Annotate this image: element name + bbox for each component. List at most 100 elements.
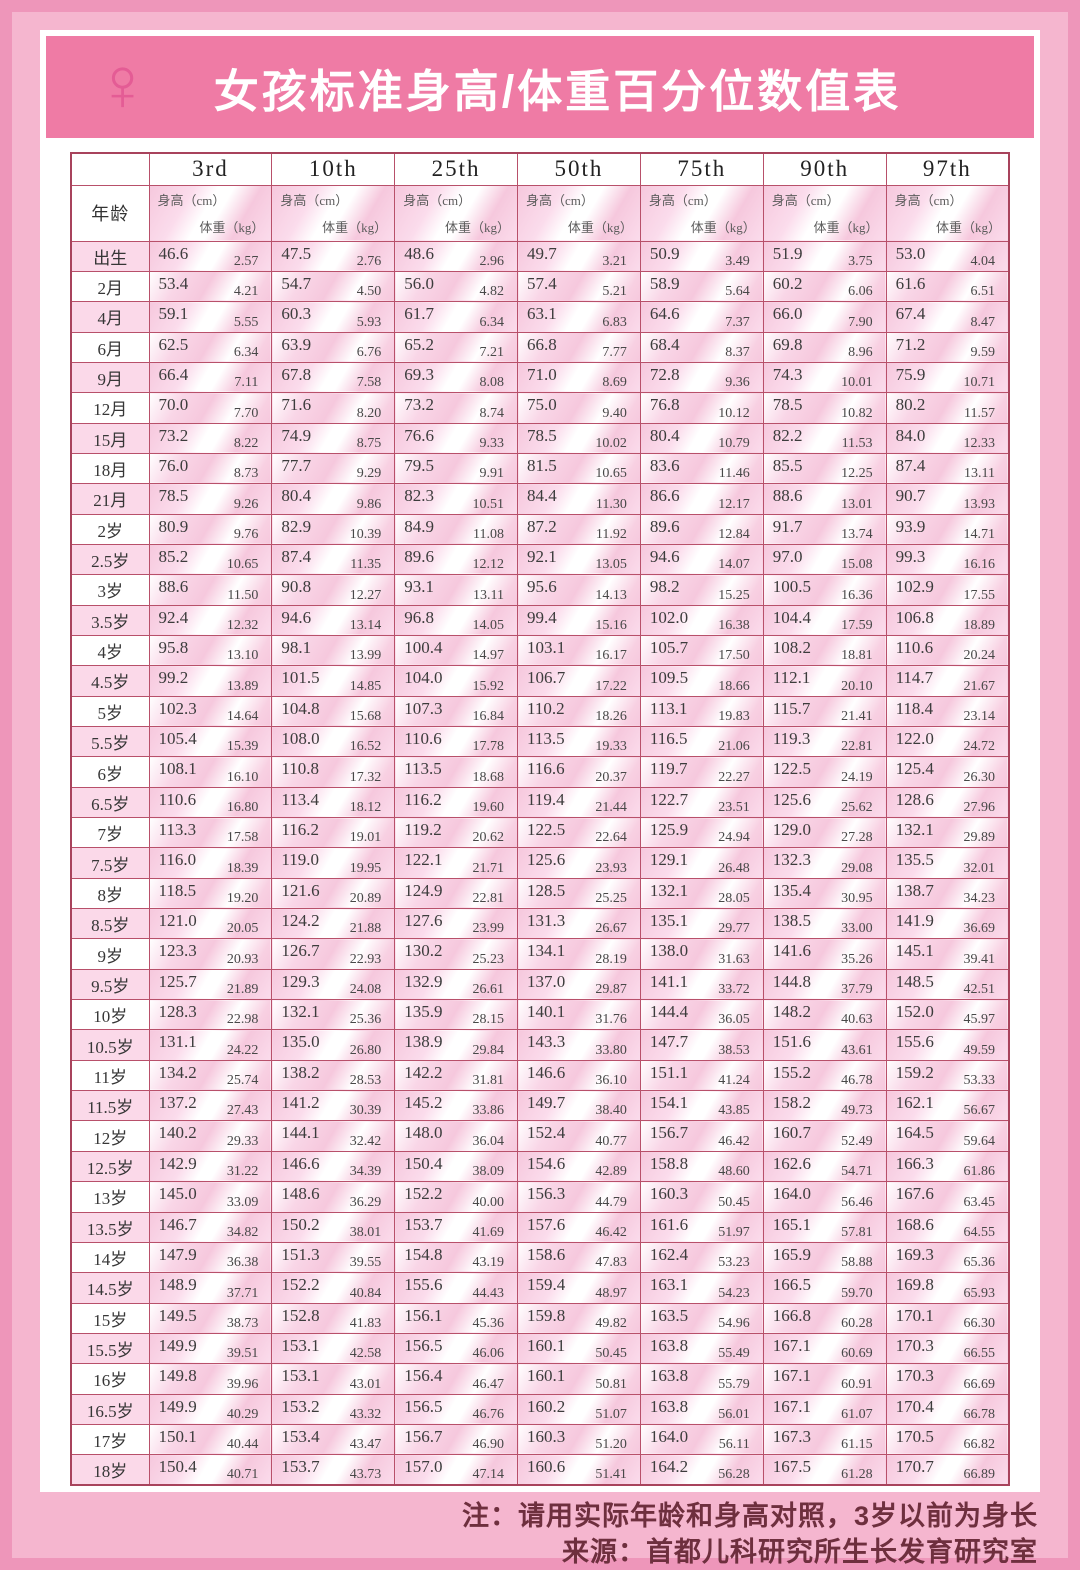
age-cell: 16岁 xyxy=(70,1363,150,1395)
height-value: 107.3 xyxy=(404,698,443,718)
height-value: 88.6 xyxy=(158,577,189,597)
table-row: 9月 66.4 7.11 67.8 7.58 69.3 8.08 71.0 8.69 72.8 9.… xyxy=(70,361,1010,394)
data-cell: 99.3 16.16 xyxy=(885,543,1010,576)
weight-value: 29.84 xyxy=(472,1042,505,1058)
weight-value: 66.69 xyxy=(963,1376,996,1392)
data-cell: 128.6 27.96 xyxy=(885,786,1010,819)
table-row: 9.5岁 125.7 21.89 129.3 24.08 132.9 26.61 137.0 2… xyxy=(70,968,1010,1001)
data-cell: 156.5 46.06 xyxy=(394,1332,519,1365)
height-value: 131.3 xyxy=(527,911,566,931)
height-value: 167.1 xyxy=(772,1366,811,1386)
weight-value: 61.07 xyxy=(841,1406,873,1422)
data-cell: 137.2 27.43 xyxy=(148,1090,273,1122)
data-cell: 163.8 55.49 xyxy=(639,1332,764,1365)
weight-value: 26.30 xyxy=(963,769,996,785)
weight-value: 36.04 xyxy=(472,1133,505,1149)
weight-value: 20.93 xyxy=(226,951,259,967)
height-value: 160.7 xyxy=(772,1123,811,1143)
weight-unit-label: 体重（kg） xyxy=(690,219,756,235)
weight-value: 17.59 xyxy=(841,617,873,633)
data-cell: 129.0 27.28 xyxy=(762,817,887,849)
weight-value: 59.64 xyxy=(963,1133,996,1149)
height-value: 160.1 xyxy=(527,1366,566,1386)
weight-value: 42.58 xyxy=(349,1346,382,1362)
data-cell: 127.6 23.99 xyxy=(394,908,519,940)
table-row: 12岁 140.2 29.33 144.1 32.42 148.0 36.04 152.4 40… xyxy=(70,1120,1010,1152)
height-value: 170.3 xyxy=(895,1366,934,1386)
page-title: 女孩标准身高/体重百分位数值表 xyxy=(213,65,902,117)
growth-table: 3rd 10th 25th 50th 75th 90th 97th 年龄 身高（cm） 体重（kg… xyxy=(70,152,1010,1487)
height-value: 74.3 xyxy=(772,364,803,384)
weight-value: 22.93 xyxy=(349,951,382,967)
weight-value: 15.68 xyxy=(349,709,382,724)
weight-value: 30.39 xyxy=(349,1103,382,1119)
weight-value: 36.69 xyxy=(963,921,996,937)
weight-value: 9.59 xyxy=(970,344,996,360)
height-value: 110.6 xyxy=(158,789,197,809)
data-cell: 125.6 23.93 xyxy=(517,847,641,879)
height-value: 88.6 xyxy=(772,486,803,506)
table-row: 16岁 149.8 39.96 153.1 43.01 156.4 46.47 160.1 50… xyxy=(70,1363,1010,1395)
data-cell: 94.6 13.14 xyxy=(271,604,396,636)
data-cell: 138.2 28.53 xyxy=(271,1059,396,1092)
percentile-label: 10th xyxy=(271,152,396,186)
height-value: 110.8 xyxy=(281,759,319,779)
height-value: 161.6 xyxy=(649,1214,689,1234)
height-value: 128.5 xyxy=(527,880,566,900)
data-cell: 152.2 40.00 xyxy=(394,1181,519,1213)
data-cell: 119.4 21.44 xyxy=(517,786,641,819)
height-value: 47.5 xyxy=(281,243,312,263)
percentile-label: 25th xyxy=(394,152,519,186)
height-value: 73.2 xyxy=(404,395,434,415)
weight-value: 16.17 xyxy=(595,648,627,664)
table-row: 7岁 113.3 17.58 116.2 19.01 119.2 20.62 122.5 22.… xyxy=(70,817,1010,849)
weight-value: 6.34 xyxy=(479,314,505,330)
weight-value: 20.89 xyxy=(349,891,382,907)
age-cell: 9.5岁 xyxy=(70,968,150,1001)
table-row: 6.5岁 110.6 16.80 113.4 18.12 116.2 19.60 119.4 2… xyxy=(70,786,1010,819)
weight-value: 15.25 xyxy=(718,587,750,603)
data-cell: 69.3 8.08 xyxy=(394,361,519,394)
data-cell: 61.6 6.51 xyxy=(885,270,1010,303)
weight-value: 14.07 xyxy=(718,557,750,573)
data-cell: 98.2 15.25 xyxy=(639,574,764,606)
height-value: 134.1 xyxy=(527,941,566,961)
weight-value: 8.74 xyxy=(479,405,505,421)
height-value: 118.4 xyxy=(895,698,934,718)
data-cell: 160.7 52.49 xyxy=(762,1120,887,1152)
age-cell: 18岁 xyxy=(70,1454,150,1486)
data-cell: 125.6 25.62 xyxy=(762,786,887,819)
table-row: 12月 70.0 7.70 71.6 8.20 73.2 8.74 75.0 9.40 76.8 1… xyxy=(70,392,1010,424)
data-cell: 141.9 36.69 xyxy=(885,908,1010,940)
height-value: 170.4 xyxy=(895,1396,934,1416)
weight-value: 26.80 xyxy=(349,1042,382,1058)
weight-value: 48.97 xyxy=(595,1285,627,1301)
data-cell: 169.8 65.93 xyxy=(885,1272,1010,1304)
weight-value: 13.11 xyxy=(473,587,505,603)
weight-value: 10.71 xyxy=(963,375,996,391)
weight-value: 6.06 xyxy=(848,284,873,300)
table-row: 5岁 102.3 14.64 104.8 15.68 107.3 16.84 110.2 18.… xyxy=(70,695,1010,728)
height-value: 135.0 xyxy=(281,1032,320,1052)
height-value: 132.1 xyxy=(649,880,689,900)
data-cell: 149.9 40.29 xyxy=(148,1393,273,1425)
height-value: 104.4 xyxy=(772,607,811,627)
height-value: 90.7 xyxy=(895,486,926,506)
height-value: 116.0 xyxy=(158,850,197,870)
unit-cell: 身高（cm） 体重（kg） xyxy=(148,184,273,242)
weight-unit-label: 体重（kg） xyxy=(813,219,879,235)
data-cell: 87.4 13.11 xyxy=(885,452,1010,485)
weight-value: 7.90 xyxy=(848,314,873,330)
weight-value: 11.08 xyxy=(473,526,505,542)
weight-value: 47.83 xyxy=(595,1255,627,1271)
weight-value: 51.41 xyxy=(595,1467,627,1483)
data-cell: 148.9 37.71 xyxy=(148,1272,273,1304)
data-cell: 57.4 5.21 xyxy=(517,270,641,303)
height-value: 138.0 xyxy=(649,941,689,961)
weight-value: 18.66 xyxy=(718,678,750,694)
weight-value: 36.05 xyxy=(718,1012,750,1028)
height-value: 132.1 xyxy=(281,1002,320,1022)
weight-value: 10.82 xyxy=(841,405,873,421)
height-value: 110.6 xyxy=(404,729,442,748)
age-cell: 5岁 xyxy=(70,695,150,728)
